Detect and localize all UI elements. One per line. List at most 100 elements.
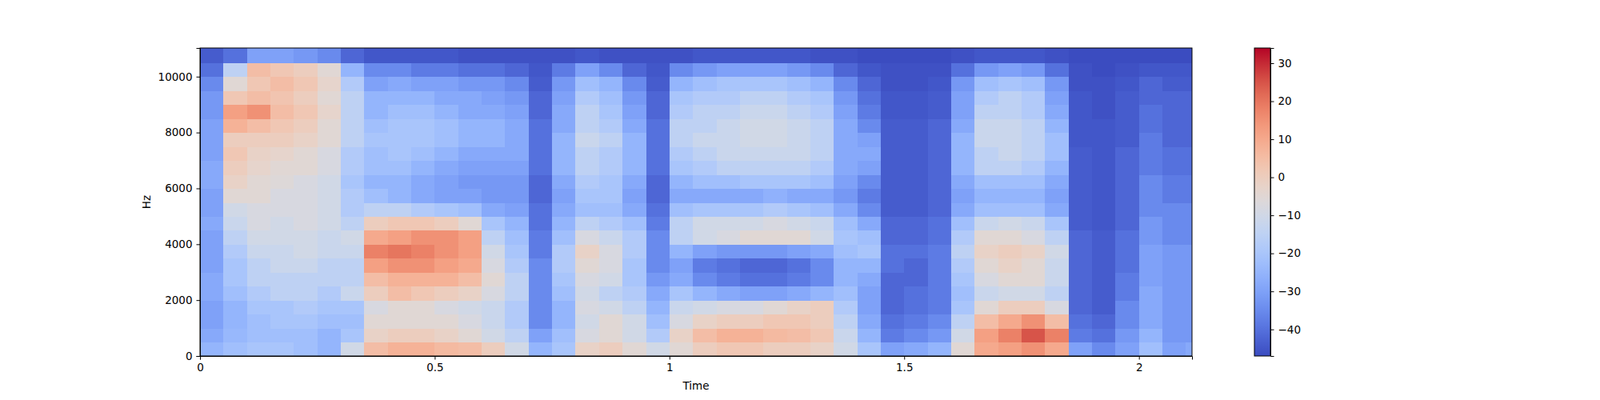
heatmap-cell	[317, 132, 342, 148]
heatmap-cell	[857, 286, 882, 301]
heatmap-cell	[411, 342, 436, 356]
heatmap-cell	[622, 244, 647, 259]
heatmap-cell	[1044, 328, 1069, 343]
heatmap-cell	[646, 132, 671, 148]
heatmap-cell	[458, 62, 483, 77]
heatmap-cell	[481, 230, 506, 245]
heatmap-cell	[458, 76, 483, 92]
heatmap-cell	[599, 146, 624, 161]
heatmap-cell	[763, 90, 788, 105]
axis-line	[196, 48, 201, 357]
heatmap-cell	[1021, 286, 1046, 301]
heatmap-cell	[504, 62, 529, 77]
heatmap-cell	[223, 272, 248, 287]
heatmap-cell	[223, 314, 248, 329]
heatmap-cell	[951, 314, 976, 329]
heatmap-cell	[293, 202, 318, 217]
heatmap-cell	[528, 202, 553, 217]
heatmap-cell	[1021, 202, 1046, 217]
heatmap-cell	[200, 286, 224, 301]
heatmap-cell	[364, 286, 388, 301]
heatmap-cell	[692, 202, 717, 217]
heatmap-cell	[575, 202, 600, 217]
heatmap-cell	[504, 132, 529, 148]
tick: 2	[1136, 356, 1144, 374]
heatmap-cell	[458, 146, 483, 161]
heatmap-cell	[1139, 216, 1164, 231]
heatmap-cell	[951, 272, 976, 287]
heatmap-cell	[1092, 76, 1116, 92]
heatmap-cell	[951, 230, 976, 245]
heatmap-cell	[223, 328, 248, 343]
heatmap-cell	[223, 62, 248, 77]
heatmap-cell	[528, 244, 553, 259]
heatmap-cell	[504, 188, 529, 203]
heatmap-cell	[528, 132, 553, 148]
heatmap-cell	[974, 174, 999, 189]
heatmap-cell	[974, 118, 999, 133]
heatmap-cell	[270, 160, 295, 176]
heatmap-cell	[669, 342, 694, 356]
heatmap-cell	[833, 244, 858, 259]
heatmap-cell	[1021, 244, 1046, 259]
heatmap-cell	[340, 272, 365, 287]
heatmap-cell	[1115, 90, 1140, 105]
heatmap-cell	[904, 132, 928, 148]
heatmap-cell	[763, 314, 788, 329]
heatmap-cell	[998, 48, 1023, 64]
heatmap-cell	[388, 62, 412, 77]
heatmap-cell	[528, 104, 553, 120]
heatmap-cell	[388, 300, 412, 315]
heatmap-cell	[247, 314, 272, 329]
heatmap-cell	[223, 90, 248, 105]
heatmap-cell	[575, 132, 600, 148]
heatmap-cell	[481, 300, 506, 315]
heatmap-cell	[880, 202, 905, 217]
heatmap-cell	[1092, 174, 1116, 189]
heatmap-cell	[669, 286, 694, 301]
heatmap-cell	[388, 76, 412, 92]
heatmap-cell	[599, 132, 624, 148]
heatmap-cell	[716, 258, 741, 273]
heatmap-cell	[1162, 202, 1187, 217]
heatmap-cell	[434, 300, 459, 315]
heatmap-cell	[528, 314, 553, 329]
heatmap-cell	[1139, 188, 1164, 203]
heatmap-cell	[951, 174, 976, 189]
heatmap-cell	[340, 314, 365, 329]
heatmap-cell	[1092, 244, 1116, 259]
heatmap-cell	[1162, 300, 1187, 315]
heatmap-cell	[974, 62, 999, 77]
heatmap-cell	[810, 118, 835, 133]
heatmap-cell	[928, 272, 952, 287]
heatmap-cell	[1021, 90, 1046, 105]
heatmap-cell	[622, 286, 647, 301]
heatmap-cell	[1068, 314, 1093, 329]
heatmap-cell	[552, 48, 576, 64]
heatmap-cell	[575, 314, 600, 329]
heatmap-cell	[504, 48, 529, 64]
heatmap-cell	[599, 90, 624, 105]
heatmap-cell	[340, 104, 365, 120]
heatmap-cell	[552, 188, 576, 203]
heatmap-cell	[270, 202, 295, 217]
heatmap-cell	[787, 286, 812, 301]
heatmap-cell	[1068, 62, 1093, 77]
heatmap-cell	[622, 62, 647, 77]
heatmap-cell	[810, 90, 835, 105]
heatmap-cell	[504, 160, 529, 176]
heatmap-cell	[247, 174, 272, 189]
heatmap-cell	[669, 258, 694, 273]
heatmap-cell	[833, 258, 858, 273]
heatmap-cell	[763, 286, 788, 301]
heatmap-cell	[833, 48, 858, 64]
heatmap-cell	[1068, 118, 1093, 133]
heatmap-cell	[740, 132, 764, 148]
plot-frame	[200, 48, 1192, 356]
heatmap-cell	[200, 272, 224, 287]
heatmap-cell	[388, 146, 412, 161]
tick-mark	[434, 356, 436, 360]
heatmap-cell	[857, 160, 882, 176]
tick-mark	[1270, 63, 1275, 64]
heatmap-cell	[646, 174, 671, 189]
